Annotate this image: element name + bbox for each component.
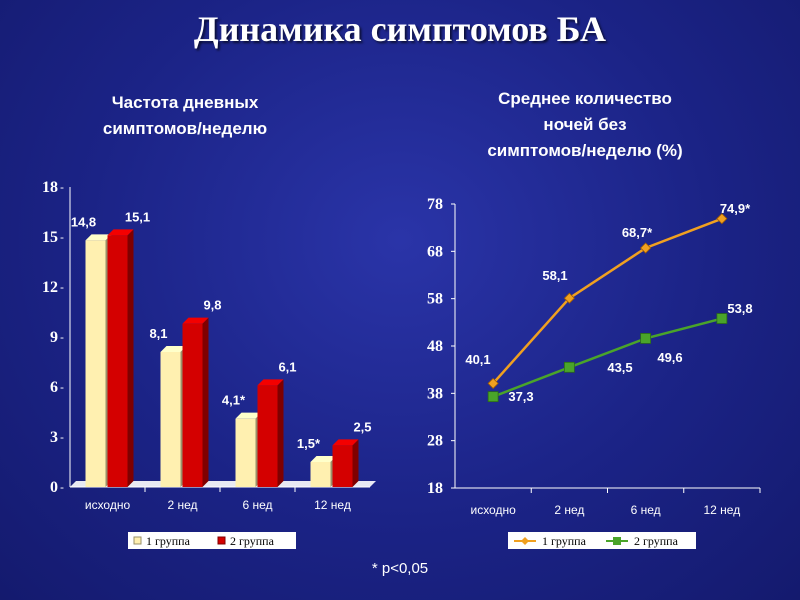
bar-y-tick-label: 15	[42, 229, 58, 246]
line-chart-title: Среднее количество ночей без симптомов/н…	[420, 86, 750, 164]
line-point-group2	[640, 333, 652, 344]
bar-x-category-label: исходно	[85, 498, 131, 512]
bar-chart-title-line: симптомов/неделю	[102, 119, 268, 138]
slide-title: Динамика симптомов БА	[193, 9, 607, 49]
bar-y-tick-label: 3	[50, 429, 58, 446]
bar-legend-swatch	[217, 536, 226, 545]
bar-x-category-label: 2 нед	[167, 498, 197, 512]
bar-y-tick-mark: -	[60, 180, 64, 194]
line-y-tick-label: 68	[427, 243, 443, 260]
line-x-category-label: 12 нед	[704, 503, 741, 517]
bar-legend-label: 1 группа	[146, 534, 191, 548]
line-data-label: 53,8	[727, 301, 752, 316]
bar-data-label: 4,1*	[222, 393, 246, 408]
bar-top-face	[310, 456, 337, 462]
significance-footnote: * p<0,05	[371, 560, 429, 577]
bar-data-label: 2,5	[353, 419, 371, 434]
bar-side-face	[277, 379, 284, 487]
line-legend-marker	[613, 537, 621, 545]
line-x-category-label: исходно	[470, 503, 516, 517]
bar-legend-box	[128, 532, 296, 549]
line-y-tick-label: 38	[427, 385, 443, 402]
bar-top-face	[235, 412, 262, 419]
line-legend-label: 2 группа	[634, 534, 679, 548]
bar-group1	[160, 352, 181, 487]
line-data-label: 74,9*	[720, 201, 751, 216]
line-series-group2	[492, 317, 723, 398]
bar-y-tick-label: 18	[42, 179, 58, 196]
line-series-group1	[492, 217, 723, 385]
bar-top-face	[160, 346, 187, 352]
line-chart-title-line: симптомов/неделю (%)	[487, 141, 683, 160]
bar-chart-title-line: Частота дневных	[111, 93, 259, 112]
bar-group2	[182, 323, 203, 487]
line-x-category-label: 2 нед	[554, 503, 584, 517]
bar-data-label: 1,5*	[297, 436, 321, 451]
line-x-category-label: 6 нед	[631, 503, 661, 517]
line-data-label: 58,1	[542, 268, 567, 283]
bar-y-tick-mark: -	[60, 280, 64, 294]
line-chart-title-line: Среднее количество	[498, 89, 672, 108]
line-chart-title-line: ночей без	[543, 115, 627, 134]
bar-group1	[310, 462, 331, 487]
line-point-group1	[640, 242, 652, 254]
bar-top-face	[182, 317, 209, 324]
bar-top-face	[332, 439, 359, 446]
line-data-label: 43,5	[607, 360, 632, 375]
line-plot-area	[455, 204, 760, 488]
bar-y-tick-label: 6	[50, 379, 58, 396]
line-legend-label: 1 группа	[542, 534, 587, 548]
line-data-label: 37,3	[508, 389, 533, 404]
bar-y-tick-mark: -	[60, 480, 64, 494]
bar-group2	[257, 385, 278, 487]
bar-data-label: 14,8	[71, 214, 96, 229]
bar-group1	[235, 418, 256, 487]
line-y-tick-label: 78	[427, 196, 443, 213]
bar-group1	[85, 240, 106, 487]
bar-y-tick-mark: -	[60, 230, 64, 244]
bar-top-face	[257, 379, 284, 386]
bar-y-tick-label: 9	[50, 329, 58, 346]
bar-chart-title: Частота дневных симптомов/неделю	[40, 90, 330, 142]
bar-data-label: 8,1	[149, 326, 167, 341]
line-data-label: 49,6	[657, 350, 682, 365]
bar-group2	[107, 235, 128, 487]
bar-data-label: 15,1	[125, 209, 150, 224]
bar-y-tick-label: 12	[42, 279, 58, 296]
line-y-tick-label: 18	[427, 480, 443, 497]
line-legend-box	[508, 532, 696, 549]
bar-top-face	[107, 229, 134, 236]
bar-group2	[332, 445, 353, 487]
bar-data-label: 6,1	[278, 359, 296, 374]
line-y-tick-label: 48	[427, 338, 443, 355]
bar-side-face	[127, 229, 134, 488]
bar-x-category-label: 6 нед	[242, 498, 272, 512]
bar-top-face	[85, 234, 112, 241]
line-point-group2	[487, 391, 499, 403]
line-y-tick-label: 58	[427, 291, 443, 308]
line-legend-marker	[521, 537, 529, 545]
bar-y-tick-mark: -	[60, 380, 64, 394]
line-point-group1	[563, 292, 575, 304]
bar-y-tick-mark: -	[60, 430, 64, 444]
line-data-label: 40,1	[465, 352, 490, 367]
bar-side-face	[202, 317, 209, 487]
bar-x-category-label: 12 нед	[314, 498, 351, 512]
line-point-group2	[716, 313, 728, 324]
bar-data-label: 9,8	[203, 298, 221, 313]
bar-legend-label: 2 группа	[230, 534, 275, 548]
bar-y-tick-mark: -	[60, 330, 64, 344]
bar-chart-floor	[70, 481, 376, 487]
line-point-group1	[716, 213, 728, 225]
line-data-label: 68,7*	[622, 225, 653, 240]
bar-side-face	[352, 439, 359, 487]
line-point-group1	[487, 377, 499, 389]
bar-y-tick-label: 0	[50, 479, 58, 496]
line-point-group2	[563, 361, 575, 373]
bar-legend-swatch	[133, 536, 142, 545]
line-y-tick-label: 28	[427, 433, 443, 450]
